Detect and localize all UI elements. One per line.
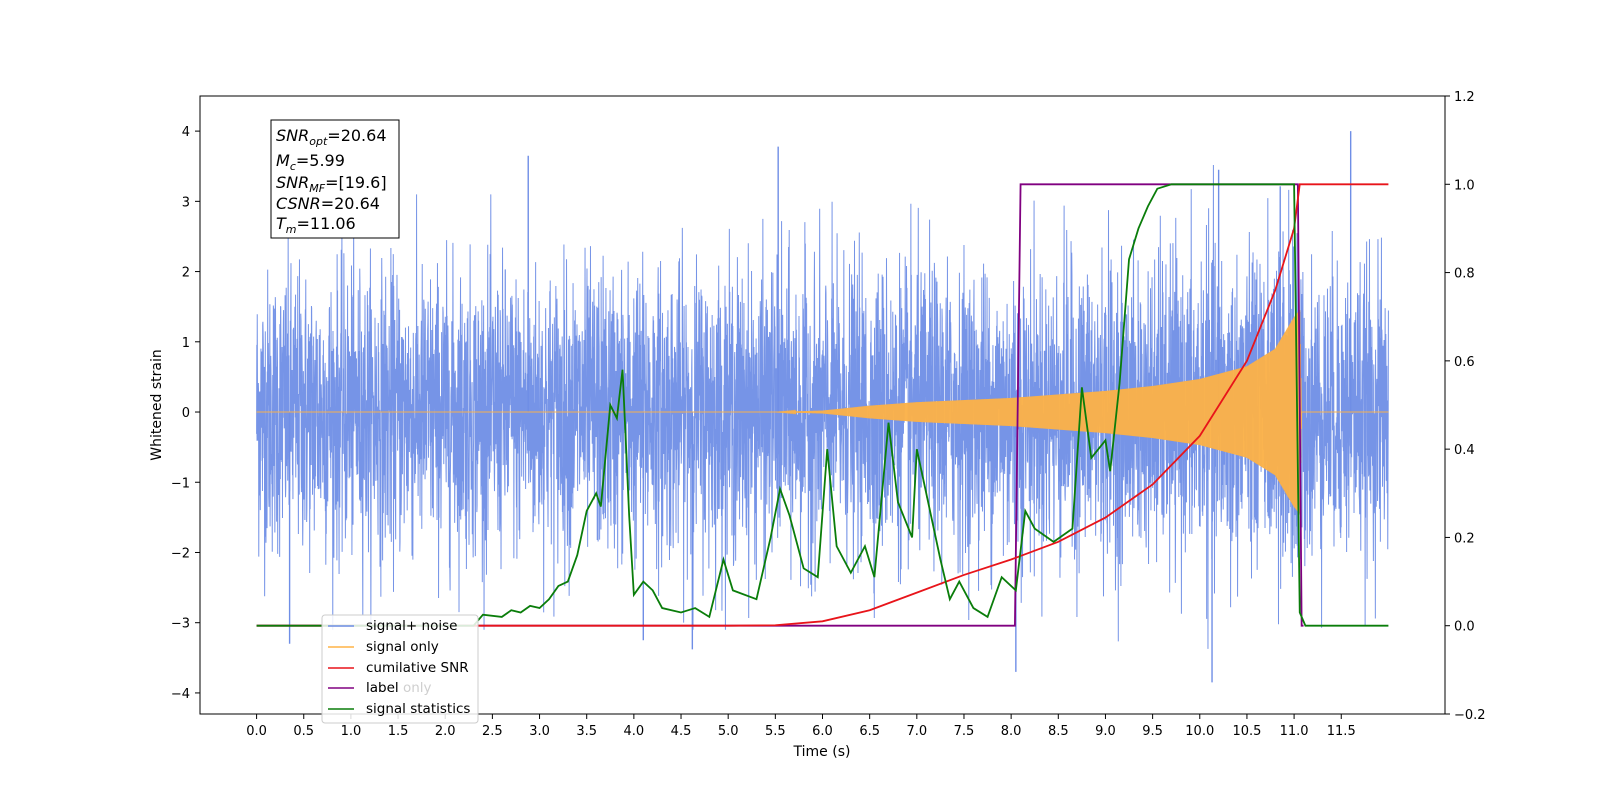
x-tick-label: 7.0: [906, 724, 927, 739]
y-axis-left: 4 3 2 1 0 −1 −2 −3 −4: [171, 125, 200, 702]
x-tick-label: 2.0: [435, 724, 456, 739]
x-tick-label: 8.0: [1001, 724, 1022, 739]
y2-tick-label: 0.2: [1454, 531, 1475, 546]
legend-label-cumulative-snr: cumilative SNR: [366, 660, 469, 676]
chirp-mass-annotation: Mc=5.99: [276, 151, 345, 173]
x-tick-label: 3.5: [576, 724, 597, 739]
y-tick-label: −4: [171, 687, 190, 702]
y-tick-label: 0: [182, 406, 190, 421]
x-tick-label: 11.0: [1280, 724, 1309, 739]
x-tick-label: 6.5: [859, 724, 880, 739]
x-tick-label: 6.0: [812, 724, 833, 739]
x-tick-label: 9.0: [1095, 724, 1116, 739]
x-tick-label: 8.5: [1048, 724, 1069, 739]
legend-label-signal-statistics: signal statistics: [366, 701, 470, 717]
right-axis-series: [256, 183, 1389, 627]
metrics-annotation: SNRopt=20.64 Mc=5.99 SNRMF=[19.6] CSNR=2…: [270, 119, 400, 239]
x-tick-label: 9.5: [1142, 724, 1163, 739]
annotation-box: [270, 119, 400, 239]
y-tick-label: −1: [171, 476, 190, 491]
x-tick-label: 2.5: [482, 724, 503, 739]
legend-label-signal-only: signal only: [366, 639, 439, 655]
legend: signal+ noise signal only cumilative SNR…: [321, 614, 479, 724]
x-tick-label: 0.0: [246, 724, 267, 739]
x-tick-label: 4.5: [671, 724, 692, 739]
y2-tick-label: 0.6: [1454, 355, 1475, 370]
y-tick-label: 2: [182, 266, 190, 281]
signal-statistics-line: [256, 183, 1389, 627]
y-axis-right: 1.2 1.0 0.8 0.6 0.4 0.2 0.0 −0.2: [1445, 90, 1486, 723]
cumilative-snr-line: [256, 183, 1389, 627]
x-axis-label: Time (s): [793, 744, 851, 760]
x-tick-label: 5.0: [718, 724, 739, 739]
x-tick-label: 1.0: [341, 724, 362, 739]
legend-label-label-only: label only: [366, 680, 432, 696]
merger-time-annotation: Tm=11.06: [276, 214, 356, 236]
signal-only-series: [256, 310, 1389, 514]
x-tick-label: 7.5: [954, 724, 975, 739]
y-tick-label: 4: [182, 125, 190, 140]
y2-tick-label: 0.4: [1454, 443, 1475, 458]
x-axis: 0.0 0.5 1.0 1.5 2.0 2.5 3.0 3.5 4.0 4.5 5.0 5.5 6.0 6…: [246, 714, 1356, 739]
legend-label-signal-noise: signal+ noise: [366, 618, 457, 634]
y2-tick-label: 1.0: [1454, 178, 1475, 193]
x-tick-label: 3.0: [529, 724, 550, 739]
legend-label-label: label: [366, 680, 399, 696]
signal-only-line: [256, 310, 1389, 514]
label-line: [256, 183, 1304, 627]
x-tick-label: 10.5: [1232, 724, 1261, 739]
csnr-annotation: CSNR=20.64: [276, 194, 380, 213]
x-tick-label: 1.5: [388, 724, 409, 739]
y-axis-label: Whitened strain: [149, 349, 165, 460]
y2-tick-label: 0.8: [1454, 267, 1475, 282]
y-tick-label: 3: [182, 195, 190, 210]
legend-box: [321, 614, 479, 724]
x-tick-label: 10.0: [1185, 724, 1214, 739]
y-tick-label: 1: [182, 336, 190, 351]
x-tick-label: 5.5: [765, 724, 786, 739]
x-tick-label: 11.5: [1327, 724, 1356, 739]
x-tick-label: 4.0: [624, 724, 645, 739]
x-tick-label: 0.5: [293, 724, 314, 739]
y2-tick-label: 0.0: [1454, 620, 1475, 635]
snr-opt-annotation: SNRopt=20.64: [276, 126, 387, 148]
snr-mf-annotation: SNRMF=[19.6]: [276, 173, 387, 195]
y-tick-label: −2: [171, 546, 190, 561]
y2-tick-label: 1.2: [1454, 90, 1475, 105]
y2-tick-label: −0.2: [1454, 708, 1486, 723]
y-tick-label: −3: [171, 617, 190, 632]
